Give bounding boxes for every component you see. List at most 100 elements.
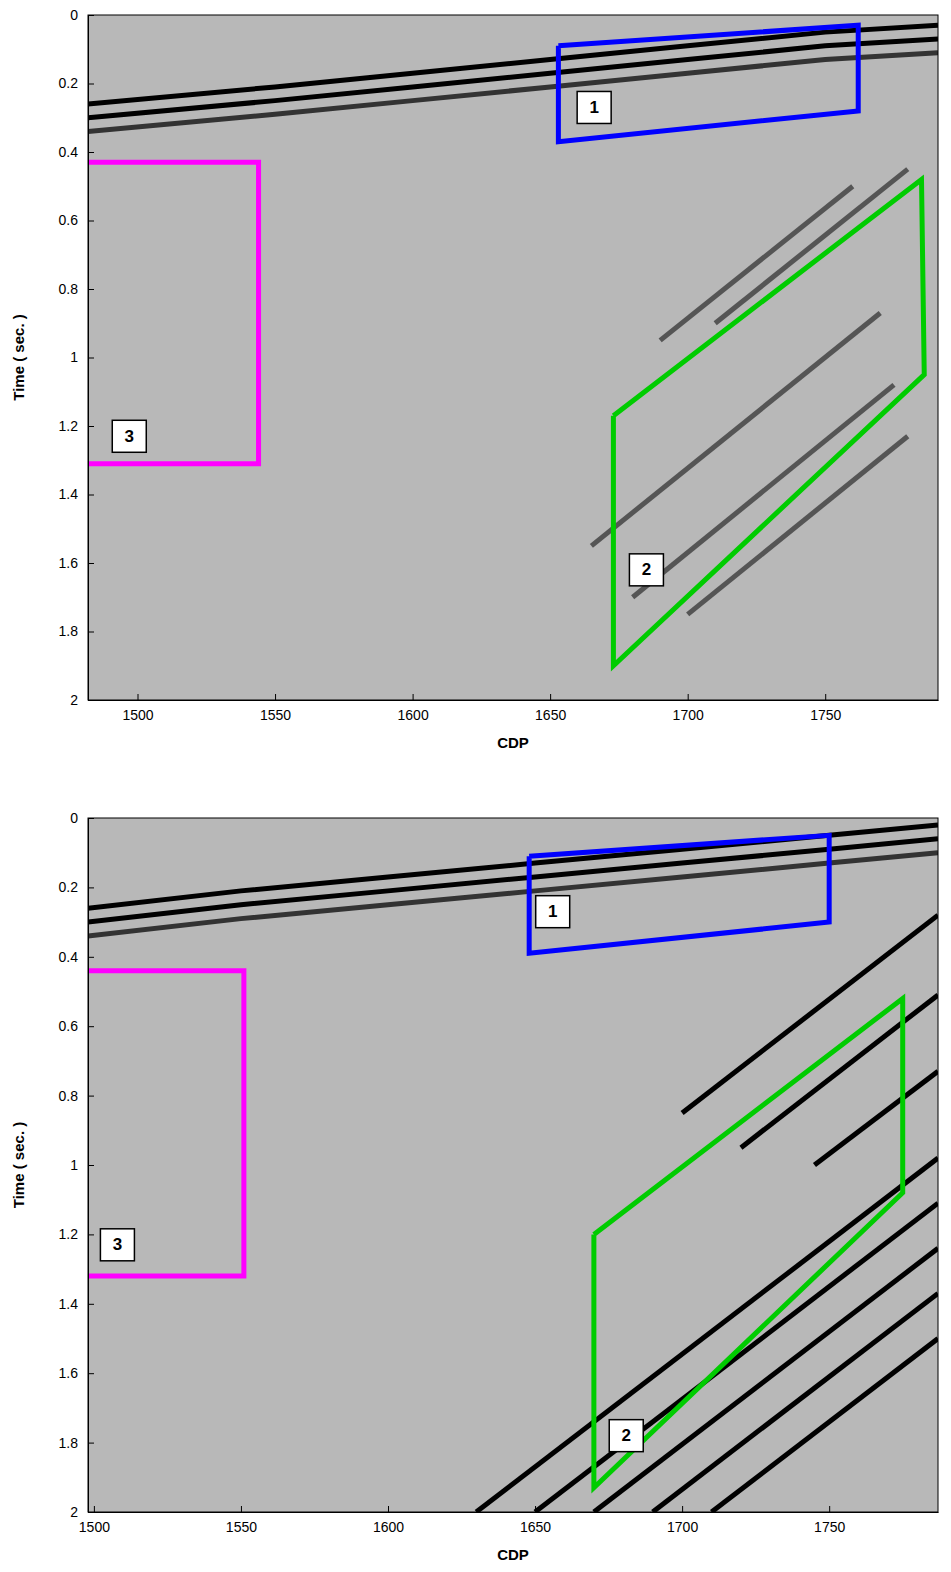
x-tick-mark bbox=[413, 694, 414, 700]
y-tick: 1.2 bbox=[59, 418, 94, 434]
region-label-text: 2 bbox=[622, 1426, 631, 1445]
plot-marks bbox=[88, 25, 938, 665]
y-tick: 1.8 bbox=[59, 1435, 94, 1451]
plot-background bbox=[88, 818, 938, 1512]
region-label-text: 2 bbox=[642, 560, 651, 579]
x-tick: 1650 bbox=[520, 1506, 551, 1535]
x-tick-label: 1700 bbox=[673, 707, 704, 723]
reflector bbox=[88, 839, 938, 922]
y-tick: 0.4 bbox=[59, 949, 94, 965]
panel: 12315001550160016501700175000.20.40.60.8… bbox=[10, 810, 939, 1563]
x-tick-mark bbox=[138, 694, 139, 700]
x-tick-label: 1650 bbox=[535, 707, 566, 723]
x-tick-label: 1600 bbox=[373, 1519, 404, 1535]
panel: 12315001550160016501700175000.20.40.60.8… bbox=[10, 7, 939, 751]
region-outline bbox=[594, 998, 903, 1487]
x-tick: 1600 bbox=[373, 1506, 404, 1535]
region-label: 3 bbox=[100, 1229, 134, 1261]
y-tick-mark bbox=[88, 426, 94, 427]
y-tick-label: 0 bbox=[70, 810, 78, 826]
region-label: 3 bbox=[112, 420, 146, 452]
region-outline bbox=[88, 971, 244, 1276]
x-tick-mark bbox=[241, 1506, 242, 1512]
y-tick-mark bbox=[88, 1304, 94, 1305]
y-tick-label: 0.4 bbox=[59, 949, 79, 965]
region-label-box bbox=[100, 1229, 134, 1261]
y-tick: 0 bbox=[70, 810, 94, 826]
y-axis-title: Time ( sec. ) bbox=[10, 314, 27, 400]
y-tick: 2 bbox=[70, 692, 94, 708]
y-tick: 0 bbox=[70, 7, 94, 23]
x-tick-label: 1550 bbox=[260, 707, 291, 723]
y-tick-mark bbox=[88, 957, 94, 958]
x-tick-mark bbox=[682, 1506, 683, 1512]
y-tick-label: 2 bbox=[70, 692, 78, 708]
y-tick: 2 bbox=[70, 1504, 94, 1520]
y-tick-mark bbox=[88, 152, 94, 153]
y-tick-label: 1 bbox=[70, 1157, 78, 1173]
y-tick-mark bbox=[88, 563, 94, 564]
x-axis-title: CDP bbox=[497, 734, 529, 751]
plot-marks bbox=[88, 825, 938, 1512]
y-tick: 0.8 bbox=[59, 281, 94, 297]
y-tick: 1.6 bbox=[59, 1365, 94, 1381]
reflector bbox=[688, 436, 908, 614]
figure: 1 2 3 1500 1550 1600 1650 1700 1750 0 0.2 0.4 0.6 0.8… bbox=[0, 0, 951, 1572]
y-tick-label: 0.4 bbox=[59, 144, 79, 160]
x-axis: 150015501600165017001750 bbox=[89, 694, 939, 723]
x-tick-label: 1750 bbox=[814, 1519, 845, 1535]
y-tick-label: 1.4 bbox=[59, 1296, 79, 1312]
region-label-text: 1 bbox=[548, 902, 557, 921]
y-tick-label: 0.2 bbox=[59, 75, 79, 91]
y-tick-mark bbox=[88, 1026, 94, 1027]
y-tick-label: 1 bbox=[70, 349, 78, 365]
reflector bbox=[594, 1248, 938, 1512]
y-axis: 0 0.2 0.4 0.6 0.8 1 1.2 1.4 1.6 1.8 2 bbox=[59, 7, 94, 708]
plot-frame bbox=[88, 15, 938, 700]
reflector bbox=[633, 385, 894, 597]
y-tick-label: 1.8 bbox=[59, 623, 79, 639]
y-tick-label: 1.6 bbox=[59, 555, 79, 571]
y-tick-label: 0.6 bbox=[59, 212, 79, 228]
region-label-box bbox=[609, 1420, 643, 1452]
region-outline bbox=[613, 179, 924, 665]
y-tick-mark bbox=[88, 358, 94, 359]
y-tick: 1.8 bbox=[59, 623, 94, 639]
x-tick-label: 1650 bbox=[520, 1519, 551, 1535]
x-tick: 1550 bbox=[226, 1506, 257, 1535]
x-tick-label: 1500 bbox=[122, 707, 153, 723]
x-tick-mark bbox=[829, 1506, 830, 1512]
x-tick: 1600 bbox=[398, 694, 429, 723]
x-tick-mark bbox=[825, 694, 826, 700]
region-label: 2 bbox=[629, 554, 663, 586]
x-tick-mark bbox=[275, 694, 276, 700]
y-axis-title: Time ( sec. ) bbox=[10, 1122, 27, 1208]
region-label: 1 bbox=[536, 896, 570, 928]
region-label: 2 bbox=[609, 1420, 643, 1452]
x-tick: 1500 bbox=[122, 694, 153, 723]
y-tick-label: 1.8 bbox=[59, 1435, 79, 1451]
y-tick-mark bbox=[88, 632, 94, 633]
y-tick-mark bbox=[88, 1234, 94, 1235]
x-tick: 1500 bbox=[79, 1506, 110, 1535]
reflector bbox=[712, 1339, 938, 1513]
reflector bbox=[814, 1071, 938, 1165]
plot-background bbox=[88, 15, 938, 700]
x-tick-label: 1700 bbox=[667, 1519, 698, 1535]
y-tick-label: 2 bbox=[70, 1504, 78, 1520]
y-tick-mark bbox=[88, 221, 94, 222]
x-tick: 1650 bbox=[535, 694, 566, 723]
y-tick-mark bbox=[88, 700, 94, 701]
x-axis: 1500 1550 1600 1650 1700 1750 bbox=[79, 1506, 939, 1535]
y-tick-label: 1.6 bbox=[59, 1365, 79, 1381]
y-tick: 0.2 bbox=[59, 75, 94, 91]
region-label-box bbox=[629, 554, 663, 586]
x-tick-mark bbox=[94, 1506, 95, 1512]
y-tick: 1.2 bbox=[59, 1226, 94, 1242]
x-axis-title: CDP bbox=[497, 1546, 529, 1563]
region-label: 1 bbox=[577, 91, 611, 123]
y-tick-label: 1.2 bbox=[59, 418, 79, 434]
y-tick: 1.4 bbox=[59, 486, 94, 502]
y-tick: 1 bbox=[70, 349, 94, 365]
y-tick-mark bbox=[88, 1443, 94, 1444]
